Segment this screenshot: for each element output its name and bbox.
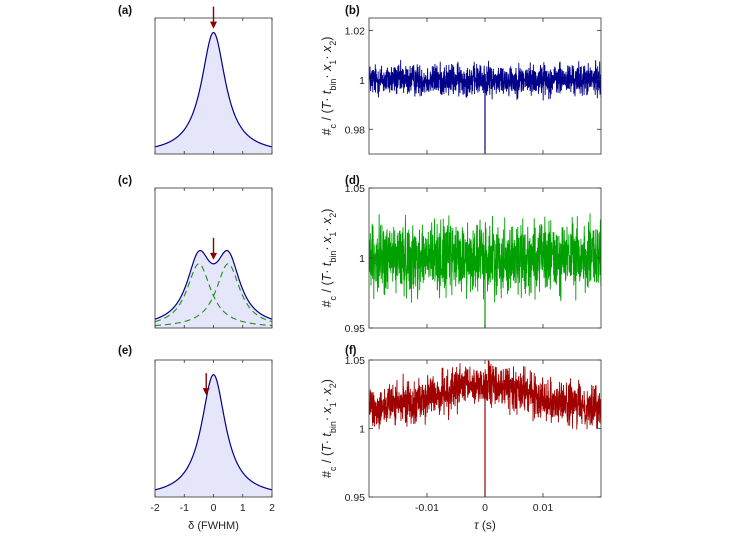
y-tick-label: 0.95 bbox=[345, 492, 366, 504]
y-axis-label-part: · bbox=[320, 413, 334, 421]
x-tick-label: -1 bbox=[180, 502, 189, 514]
y-axis-label-part: x bbox=[320, 406, 334, 414]
y-tick-label: 1.05 bbox=[345, 183, 366, 195]
panel-label: (a) bbox=[118, 5, 132, 17]
y-axis-label-part: x bbox=[320, 236, 334, 244]
spectrum-panel-e: -2 -1 0 1 2 δ (FWHM) bbox=[150, 359, 275, 532]
y-axis-label-part: x bbox=[320, 64, 334, 72]
y-axis-label: #c / (T· tbin· x1· x2) bbox=[320, 379, 338, 478]
x-axis-label: δ (FWHM) bbox=[188, 520, 239, 532]
y-axis-label-part: c bbox=[328, 123, 338, 128]
spectrum-fill bbox=[155, 250, 272, 328]
arrow-head bbox=[210, 21, 217, 29]
y-axis-label-part: · bbox=[320, 224, 334, 232]
y-tick-label: 1 bbox=[359, 253, 365, 265]
y-axis-label-part: c bbox=[328, 295, 338, 300]
y-axis-label-part: bin bbox=[328, 251, 338, 263]
spectrum-fill bbox=[155, 374, 272, 497]
arrow-head bbox=[202, 388, 210, 396]
x-tick-label: 0 bbox=[211, 502, 217, 514]
y-axis-label-part: bin bbox=[328, 421, 338, 433]
y-axis-label-part: 2 bbox=[328, 213, 338, 218]
panel-label: (e) bbox=[118, 345, 132, 357]
y-axis-label-part: bin bbox=[328, 79, 338, 91]
y-axis-label-part: · bbox=[320, 243, 334, 251]
y-axis-label-part: · bbox=[320, 94, 334, 102]
spectrum-fill bbox=[155, 32, 272, 154]
y-tick-label: 0.98 bbox=[345, 124, 366, 136]
y-axis-label-part: x bbox=[320, 45, 334, 53]
y-axis-label-part: · bbox=[320, 52, 334, 60]
y-axis-label-part: 2 bbox=[328, 383, 338, 388]
y-axis-label-part: · bbox=[320, 437, 334, 445]
y-axis-label-part: # bbox=[320, 471, 334, 478]
y-axis-label-part: t bbox=[320, 433, 334, 437]
x-tick-label: 0 bbox=[482, 502, 488, 514]
spectrum-curve bbox=[154, 374, 273, 491]
spectrum-curve bbox=[154, 249, 273, 320]
panel-label: (f) bbox=[345, 345, 357, 357]
spectrum-panel-a bbox=[154, 6, 273, 155]
y-tick-label: 1 bbox=[359, 424, 365, 436]
x-tick-label: -0.01 bbox=[415, 502, 439, 514]
y-axis-label-part: · bbox=[320, 395, 334, 403]
y-axis-label-part: t bbox=[320, 90, 334, 94]
y-axis-label-part: T bbox=[320, 272, 334, 281]
x-axis-label: τ (s) bbox=[474, 518, 496, 532]
x-tick-label: 1 bbox=[240, 502, 246, 514]
x-axis-label-unit: (s) bbox=[479, 518, 496, 532]
component-curve-2 bbox=[154, 263, 273, 327]
y-axis-label-part: # bbox=[320, 300, 334, 307]
y-axis-label-part: 1 bbox=[328, 402, 338, 407]
spectrum-panel-c bbox=[154, 187, 273, 329]
y-axis-label-part: 2 bbox=[328, 41, 338, 46]
panel-label: (b) bbox=[345, 5, 360, 17]
spectrum-curve bbox=[154, 31, 273, 148]
y-axis-label-part: · bbox=[320, 266, 334, 274]
y-axis-label-part: ) bbox=[320, 209, 334, 213]
y-axis-label-part: x bbox=[320, 388, 334, 396]
x-tick-label: 2 bbox=[269, 502, 275, 514]
y-axis-label-part: c bbox=[328, 466, 338, 471]
x-tick-label: -2 bbox=[150, 502, 159, 514]
x-axis-label-symbol: τ bbox=[474, 518, 480, 532]
y-axis-label-part: · bbox=[320, 71, 334, 79]
y-axis-label-part: / ( bbox=[320, 109, 334, 124]
y-axis-label-part: / ( bbox=[320, 281, 334, 296]
y-tick-label: 0.95 bbox=[345, 323, 366, 335]
arrow-head bbox=[210, 252, 217, 260]
y-axis-label-part: ) bbox=[320, 379, 334, 383]
y-tick-label: 1.02 bbox=[345, 25, 366, 37]
panel-label: (d) bbox=[345, 175, 360, 187]
y-axis-label-part: T bbox=[320, 443, 334, 452]
y-axis-label-part: ) bbox=[320, 37, 334, 41]
y-axis-label-part: # bbox=[320, 128, 334, 135]
y-axis-label-part: / ( bbox=[320, 451, 334, 466]
y-axis-label-part: t bbox=[320, 262, 334, 266]
y-axis-label-part: T bbox=[320, 100, 334, 109]
x-tick-label: 0.01 bbox=[533, 502, 554, 514]
y-axis-label-part: 1 bbox=[328, 60, 338, 65]
y-axis-label: #c / (T· tbin· x1· x2) bbox=[320, 209, 338, 308]
panel-label: (c) bbox=[118, 175, 132, 187]
y-axis-label: #c / (T· tbin· x1· x2) bbox=[320, 37, 338, 136]
y-tick-label: 1 bbox=[359, 75, 365, 87]
y-tick-label: 1.05 bbox=[345, 355, 366, 367]
y-axis-label-part: 1 bbox=[328, 232, 338, 237]
y-axis-label-part: x bbox=[320, 217, 334, 225]
